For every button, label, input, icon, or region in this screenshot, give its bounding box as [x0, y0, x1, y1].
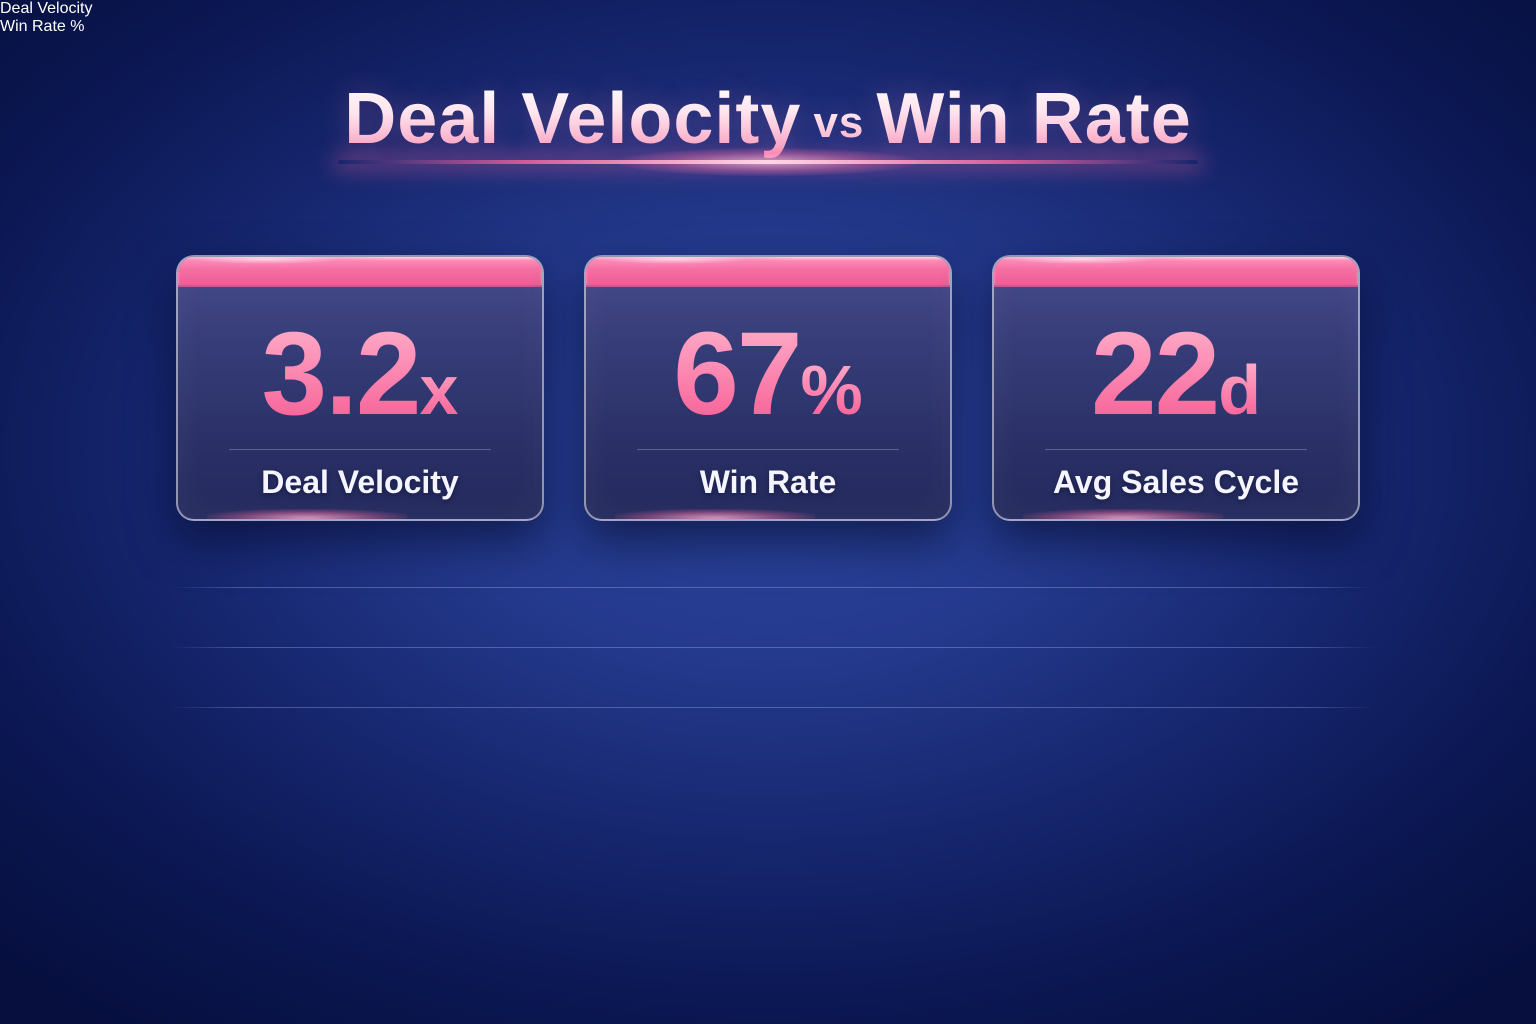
bar-9	[474, 727, 500, 772]
gridline	[170, 587, 1375, 588]
bar-24	[1029, 684, 1055, 772]
bar-22	[955, 694, 981, 772]
stat-label: Deal Velocity	[261, 464, 459, 500]
chart-legend: Deal Velocity Win Rate %	[0, 0, 1536, 36]
stat-suffix: x	[419, 351, 459, 429]
bar-25	[1066, 678, 1092, 772]
card-header-bar	[178, 257, 542, 287]
card-value-row: 3.2x	[178, 315, 542, 433]
bar-5	[326, 737, 352, 772]
title-vs: vs	[813, 98, 865, 147]
card-header-bar	[586, 257, 950, 287]
bar-18	[807, 708, 833, 772]
gridline	[170, 707, 1375, 708]
bar-2	[215, 748, 241, 772]
card-header-bar	[994, 257, 1358, 287]
bar-19	[844, 705, 870, 772]
stat-card-deal-velocity: 3.2x Deal Velocity	[176, 255, 544, 521]
page-title: Deal Velocity vs Win Rate	[344, 79, 1192, 159]
card-value-row: 22d	[994, 315, 1358, 433]
stat-label: Avg Sales Cycle	[1052, 464, 1300, 500]
bar-12	[585, 721, 611, 772]
lens-flare-icon	[615, 509, 816, 519]
bar-3	[252, 744, 278, 772]
bar-6	[363, 734, 389, 772]
bar-21	[918, 698, 944, 772]
stat-label: Win Rate	[699, 464, 837, 500]
bar-28	[1177, 651, 1203, 772]
bar-23	[992, 689, 1018, 772]
bar-chart	[178, 626, 1277, 772]
bar-26	[1103, 671, 1129, 772]
bar-1	[178, 756, 204, 772]
stat-card-avg-sales-cycle: 22d Avg Sales Cycle	[992, 255, 1360, 521]
lens-flare-icon	[1023, 509, 1224, 519]
bar-10	[511, 725, 537, 772]
stat-card-win-rate: 67% Win Rate	[584, 255, 952, 521]
stat-suffix: d	[1218, 351, 1262, 429]
stat-cards-row: 3.2x Deal Velocity 67% Win Rate 22d Avg …	[176, 255, 1360, 521]
bar-29	[1214, 639, 1240, 772]
gridline	[170, 647, 1375, 648]
card-divider	[228, 449, 492, 450]
bar-27	[1140, 662, 1166, 772]
lens-flare-icon	[207, 509, 408, 519]
bar-8	[437, 729, 463, 772]
bar-13	[622, 719, 648, 772]
card-divider	[1044, 449, 1308, 450]
bar-7	[400, 731, 426, 772]
card-value-row: 67%	[586, 315, 950, 433]
bar-14	[659, 717, 685, 772]
title-glow-line	[338, 160, 1198, 164]
bar-16	[733, 713, 759, 772]
title-block: Deal Velocity vs Win Rate	[0, 78, 1536, 160]
stat-value: 22	[1090, 308, 1220, 440]
legend-label-win-rate: Win Rate %	[0, 18, 85, 35]
bar-15	[696, 715, 722, 772]
bar-30	[1251, 626, 1277, 772]
card-divider	[636, 449, 900, 450]
stat-value: 3.2	[261, 308, 422, 440]
bar-20	[881, 702, 907, 772]
stat-suffix: %	[800, 351, 863, 429]
bar-4	[289, 740, 315, 772]
legend-label-deal-velocity: Deal Velocity	[0, 0, 93, 17]
title-part2: Win Rate	[876, 79, 1192, 159]
stat-value: 67	[673, 308, 802, 440]
title-part1: Deal Velocity	[344, 79, 802, 159]
bar-17	[770, 711, 796, 772]
bar-11	[548, 723, 574, 772]
